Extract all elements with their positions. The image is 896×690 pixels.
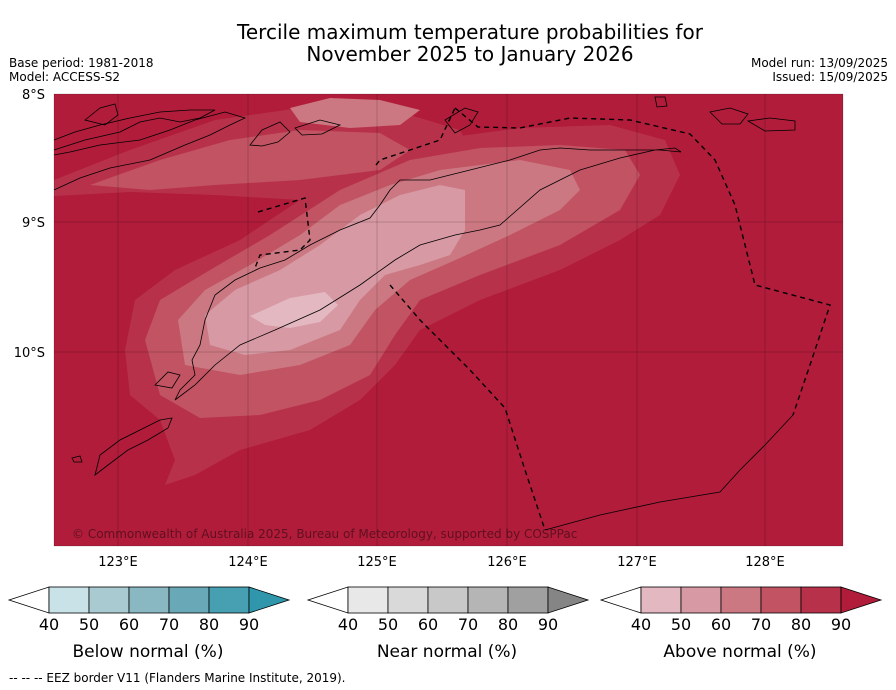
- lon-labels: 123°E 124°E 125°E 126°E 127°E 128°E: [98, 555, 785, 570]
- rote-island: [154, 371, 181, 389]
- band-40: [250, 292, 338, 328]
- eez-border-south: [389, 284, 546, 531]
- lat-labels: 8°S 9°S 10°S: [14, 88, 45, 361]
- colorbar-label: Above normal (%): [663, 642, 816, 662]
- colorbar-tick: 40: [338, 615, 358, 634]
- lat-label: 9°S: [22, 216, 45, 231]
- model-name: Model: ACCESS-S2: [9, 70, 121, 84]
- lon-label: 126°E: [487, 555, 527, 570]
- alor-coast: [53, 109, 216, 151]
- gridlines: [54, 94, 843, 546]
- base-period: Base period: 1981-2018: [9, 56, 154, 70]
- probability-field: [54, 94, 843, 546]
- eez-border-west: [254, 197, 311, 269]
- eez-borders: [254, 107, 831, 531]
- lon-label: 125°E: [357, 555, 397, 570]
- colorbar-high-end: [248, 586, 291, 614]
- colorbar-tick: 60: [418, 615, 438, 634]
- lon-label: 124°E: [228, 555, 268, 570]
- island-b: [249, 121, 291, 147]
- island-d: [654, 96, 668, 108]
- colorbar-tick: 70: [458, 615, 478, 634]
- wetar-island: [444, 107, 479, 134]
- colorbar-tick: 70: [159, 615, 179, 634]
- island-e: [709, 107, 749, 125]
- eez-border-east: [454, 107, 831, 416]
- copyright-text: © Commonwealth of Australia 2025, Bureau…: [72, 527, 577, 541]
- colorbar-label: Near normal (%): [377, 642, 517, 662]
- colorbar-0: 40 50 60 70 80 90 Below normal (%): [7, 586, 291, 662]
- map-title-line1: Tercile maximum temperature probabilitie…: [237, 20, 703, 44]
- colorbar-tick: 70: [751, 615, 771, 634]
- colorbar-tick: 50: [671, 615, 691, 634]
- colorbar-segment: [680, 586, 722, 614]
- colorbar-high-end: [547, 586, 590, 614]
- colorbar-low-end: [599, 586, 642, 614]
- colorbar-tick: 50: [378, 615, 398, 634]
- colorbar-segment: [48, 586, 90, 614]
- lon-label: 123°E: [98, 555, 138, 570]
- timor-island: [174, 147, 682, 401]
- colorbar-legends: 40 50 60 70 80 90 Below normal (%) 40 50 60 70 80 90…: [7, 586, 883, 662]
- colorbar-segment: [88, 586, 130, 614]
- colorbar-tick: 50: [79, 615, 99, 634]
- colorbar-2: 40 50 60 70 80 90 Above normal (%): [599, 586, 883, 662]
- meta-right: Model run: 13/09/2025 Issued: 15/09/2025: [751, 56, 888, 84]
- meta-left: Base period: 1981-2018 Model: ACCESS-S2: [9, 56, 154, 84]
- lat-label: 8°S: [22, 88, 45, 103]
- colorbar-1: 40 50 60 70 80 90 Near normal (%): [306, 586, 590, 662]
- lat-label: 10°S: [14, 346, 45, 361]
- colorbar-high-end: [840, 586, 883, 614]
- colorbar-tick: 90: [831, 615, 851, 634]
- lon-label: 127°E: [617, 555, 657, 570]
- colorbar-label: Below normal (%): [73, 642, 224, 662]
- island-f: [746, 117, 796, 132]
- eez-footer-note: -- -- -- EEZ border V11 (Flanders Marine…: [9, 671, 346, 685]
- island-a: [84, 103, 119, 126]
- colorbar-tick: 60: [119, 615, 139, 634]
- colorbar-segment: [347, 586, 389, 614]
- colorbar-segment: [800, 586, 842, 614]
- colorbar-tick: 90: [538, 615, 558, 634]
- colorbar-segment: [427, 586, 469, 614]
- band-70-north: [90, 130, 410, 190]
- colorbar-tick: 40: [39, 615, 59, 634]
- island-c: [294, 119, 342, 136]
- issued-date: Issued: 15/09/2025: [772, 70, 888, 84]
- colorbar-segment: [507, 586, 549, 614]
- colorbar-segment: [467, 586, 509, 614]
- colorbar-low-end: [306, 586, 349, 614]
- colorbar-segment: [640, 586, 682, 614]
- coastlines: [53, 96, 796, 531]
- colorbar-segment: [208, 586, 250, 614]
- model-run: Model run: 13/09/2025: [750, 56, 888, 70]
- colorbar-segment: [128, 586, 170, 614]
- island-g: [71, 455, 83, 463]
- colorbar-segment: [760, 586, 802, 614]
- map-frame: [53, 93, 844, 547]
- colorbar-low-end: [7, 586, 50, 614]
- colorbar-tick: 60: [711, 615, 731, 634]
- colorbar-segment: [387, 586, 429, 614]
- colorbar-tick: 90: [239, 615, 259, 634]
- colorbar-tick: 40: [631, 615, 651, 634]
- colorbar-segment: [720, 586, 762, 614]
- flores-coast: [53, 111, 247, 191]
- lon-label: 128°E: [745, 555, 785, 570]
- colorbar-tick: 80: [498, 615, 518, 634]
- colorbar-tick: 80: [199, 615, 219, 634]
- eez-border-north: [375, 107, 456, 166]
- sumba-coast: [94, 417, 173, 477]
- colorbar-segment: [168, 586, 210, 614]
- colorbar-tick: 80: [791, 615, 811, 634]
- map-title-line2: November 2025 to January 2026: [306, 42, 634, 66]
- australia-coast: [544, 414, 794, 531]
